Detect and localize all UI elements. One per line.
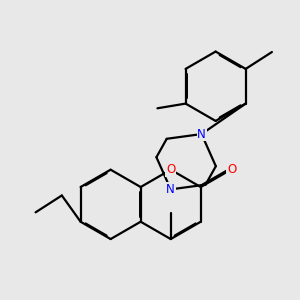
Text: O: O [166, 163, 175, 176]
Text: N: N [166, 183, 175, 196]
Text: N: N [197, 128, 206, 141]
Text: O: O [227, 163, 236, 176]
